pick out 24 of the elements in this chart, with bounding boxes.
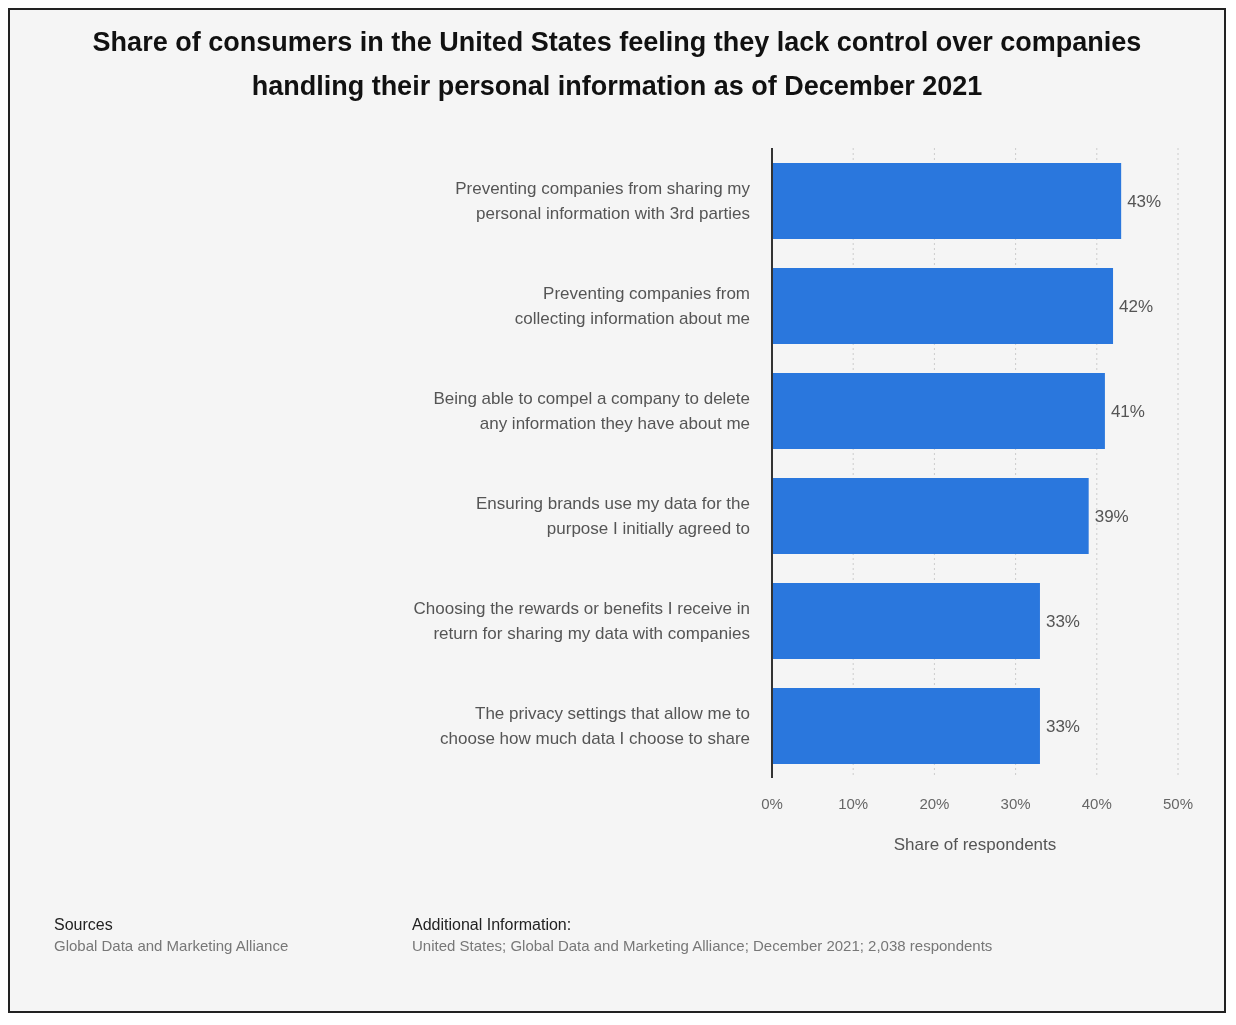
- y-tick-label: Being able to compel a company to delete any information they have about me: [433, 389, 750, 433]
- y-tick-label: Preventing companies from sharing my personal information with 3rd parties: [455, 179, 751, 223]
- text: Additional Information:: [412, 915, 573, 935]
- text: Sources: [54, 915, 114, 935]
- x-tick-label: 30%: [1000, 794, 1031, 812]
- x-axis-title: Share of respondents: [893, 835, 1057, 854]
- x-tick-label: 40%: [1081, 794, 1112, 812]
- data-label: 39%: [1094, 507, 1129, 527]
- chart-title: Share of consumers in the United States feeling they lack control over companies handling their personal information as of December 2021: [91, 26, 1143, 103]
- data-label: 41%: [1110, 402, 1145, 422]
- data-label: 43%: [1127, 192, 1162, 212]
- y-tick-label: Choosing the rewards or benefits I receive in return for sharing my data with companies: [413, 599, 750, 643]
- x-tick-label: 10%: [838, 794, 869, 812]
- y-tick-label: Preventing companies from collecting information about me: [514, 284, 750, 328]
- x-tick-label: 20%: [919, 794, 950, 812]
- data-label: 42%: [1119, 297, 1154, 317]
- text: Global Data and Marketing Alliance: [54, 936, 290, 956]
- y-tick-label: Ensuring brands use my data for the purpose I initially agreed to: [475, 494, 750, 538]
- text: United States; Global Data and Marketing Alliance; December 2021; 2,038 respondents: [412, 936, 994, 956]
- x-tick-label: 0%: [761, 794, 783, 812]
- x-tick-label: 50%: [1162, 794, 1194, 812]
- y-tick-label: The privacy settings that allow me to choose how much data I choose to share: [440, 704, 750, 748]
- data-label: 33%: [1045, 612, 1080, 632]
- data-label: 33%: [1045, 717, 1080, 737]
